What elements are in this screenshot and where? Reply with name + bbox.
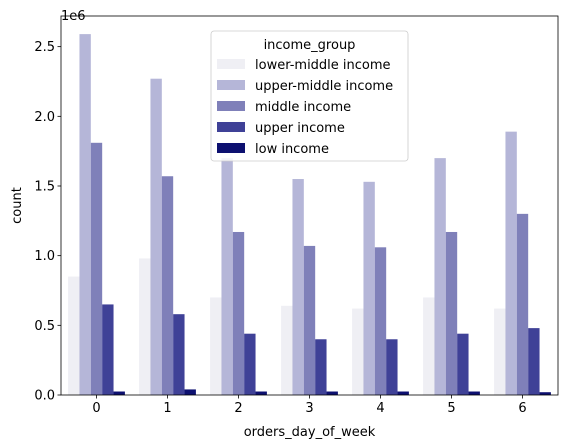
legend-label: upper-middle income [255,79,393,94]
bar [434,158,446,395]
bar [386,339,398,395]
y-offset-label: 1e6 [61,9,86,24]
y-tick-label: 2.0 [34,110,55,125]
y-tick-label: 0.0 [34,389,55,404]
x-tick-label: 1 [163,401,171,416]
bar [244,333,256,395]
legend-swatch [217,122,245,132]
bar [539,392,551,395]
bar [326,391,338,395]
legend-label: low income [255,142,329,157]
bar [445,231,458,395]
legend-box [210,30,409,162]
x-tick-label: 6 [518,401,526,416]
y-tick-label: 2.5 [34,40,55,55]
legend-label: lower-middle income [255,58,391,73]
bar [210,297,222,395]
y-tick-label: 1.0 [34,249,55,264]
bar [505,131,517,395]
bar [352,308,364,395]
bars-layer [68,34,551,395]
x-tick-label: 3 [305,401,313,416]
bar [113,391,125,395]
y-tick-label: 0.5 [34,319,55,334]
y-tick-label: 1.5 [34,179,55,194]
x-tick-label: 2 [234,401,242,416]
bar [292,179,304,395]
bar [303,245,316,395]
legend-label: upper income [255,121,345,136]
legend-swatch [217,101,245,111]
bar [528,328,540,395]
bar [102,304,114,395]
bar [68,276,80,395]
legend-swatch [217,59,245,69]
legend-swatch [217,80,245,90]
x-axis-label: orders_day_of_week [244,425,376,440]
bar [457,333,469,395]
bar [184,389,196,395]
bar [139,258,151,395]
x-tick-label: 0 [92,401,100,416]
legend-swatch [217,143,245,153]
bar [494,308,506,395]
bar [423,297,435,395]
bar [161,176,174,395]
x-axis: 0 1 2 3 4 5 6 [92,395,527,416]
bar [79,34,91,395]
y-axis-label: count [10,187,25,224]
bar [374,247,387,395]
bar [255,391,267,395]
bar [150,78,162,395]
bar [232,231,245,395]
legend-title: income_group [264,38,356,53]
bar [516,213,529,395]
bar [397,391,409,395]
legend-label: middle income [255,100,351,115]
bar [173,314,185,395]
bar [221,158,233,395]
x-tick-label: 5 [447,401,455,416]
bar [315,339,327,395]
x-tick-label: 4 [376,401,384,416]
bar [468,391,480,395]
bar [363,181,375,395]
legend: income_group lower-middle income upper-mi… [210,30,409,162]
legend-items: lower-middle income upper-middle income mi… [217,58,393,157]
bar [90,142,103,395]
y-axis: 0.0 0.5 1.0 1.5 2.0 2.5 [34,40,61,404]
bar [281,305,293,395]
